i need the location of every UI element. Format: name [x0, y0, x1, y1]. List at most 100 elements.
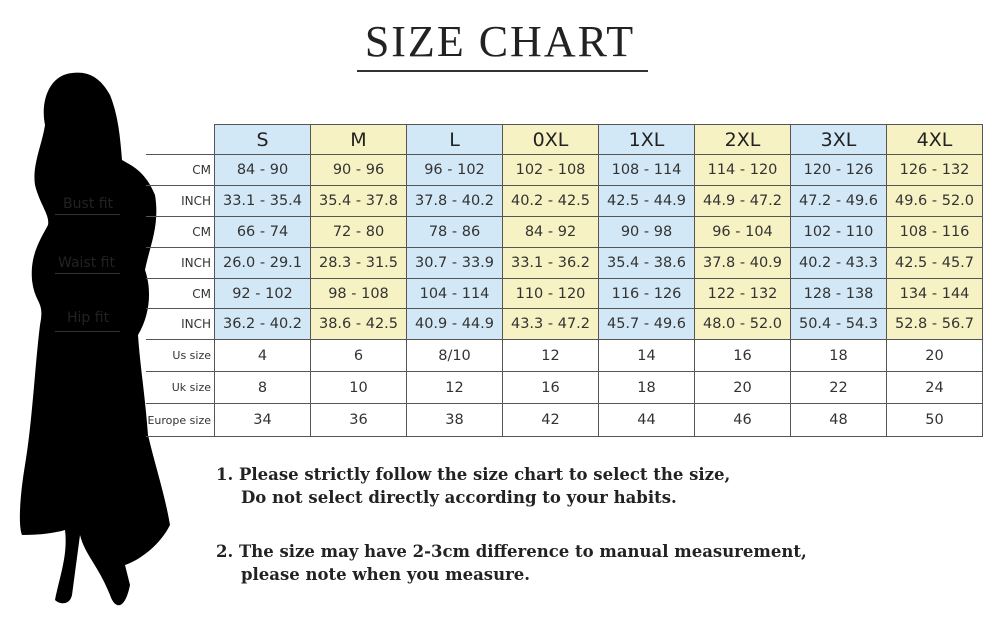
- table-cell: 66 - 74: [214, 216, 311, 248]
- table-cell: 30.7 - 33.9: [406, 247, 503, 279]
- size-header: S: [214, 124, 311, 155]
- table-cell: 104 - 114: [406, 278, 503, 309]
- woman-silhouette-icon: [19, 72, 171, 606]
- size-header: L: [406, 124, 503, 155]
- table-cell: 108 - 114: [598, 154, 695, 186]
- table-cell: 49.6 - 52.0: [886, 185, 983, 217]
- table-cell: 26.0 - 29.1: [214, 247, 311, 279]
- note-1: 1. Please strictly follow the size chart…: [216, 463, 730, 509]
- table-cell: 46: [694, 403, 791, 437]
- table-row: INCH 33.1 - 35.4 35.4 - 37.8 37.8 - 40.2 40.…: [146, 185, 983, 217]
- table-cell: 47.2 - 49.6: [790, 185, 887, 217]
- size-header: 2XL: [694, 124, 791, 155]
- table-cell: 14: [598, 339, 695, 372]
- size-table: S M L 0XL 1XL 2XL 3XL 4XL CM 84 - 90 90 - 96 96 - 1…: [146, 124, 983, 437]
- table-cell: 20: [886, 339, 983, 372]
- table-cell: 126 - 132: [886, 154, 983, 186]
- table-cell: 18: [790, 339, 887, 372]
- table-cell: 43.3 - 47.2: [502, 308, 599, 340]
- note-2: 2. The size may have 2-3cm difference to…: [216, 540, 807, 586]
- title-underline: [357, 70, 648, 72]
- table-row: INCH 36.2 - 40.2 38.6 - 42.5 40.9 - 44.9 43.…: [146, 308, 983, 340]
- note-1-line-1: 1. Please strictly follow the size chart…: [216, 465, 731, 484]
- table-row: CM 92 - 102 98 - 108 104 - 114 110 - 120 116 …: [146, 278, 983, 309]
- table-cell: 50.4 - 54.3: [790, 308, 887, 340]
- table-cell: 36: [310, 403, 407, 437]
- table-cell: 116 - 126: [598, 278, 695, 309]
- waist-fit-label: Waist fit: [58, 255, 115, 271]
- table-cell: 35.4 - 37.8: [310, 185, 407, 217]
- table-cell: 8/10: [406, 339, 503, 372]
- table-cell: 110 - 120: [502, 278, 599, 309]
- size-header: M: [310, 124, 407, 155]
- table-cell: 48.0 - 52.0: [694, 308, 791, 340]
- table-cell: 96 - 102: [406, 154, 503, 186]
- table-cell: 18: [598, 371, 695, 404]
- table-row: INCH 26.0 - 29.1 28.3 - 31.5 30.7 - 33.9 33.…: [146, 247, 983, 279]
- table-cell: 102 - 108: [502, 154, 599, 186]
- size-header: 4XL: [886, 124, 983, 155]
- table-cell: 12: [406, 371, 503, 404]
- table-cell: 33.1 - 35.4: [214, 185, 311, 217]
- table-cell: 128 - 138: [790, 278, 887, 309]
- bust-fit-label: Bust fit: [63, 196, 114, 212]
- row-label: Europe size: [146, 403, 215, 437]
- table-cell: 42: [502, 403, 599, 437]
- row-label: CM: [146, 278, 215, 309]
- table-cell: 40.2 - 43.3: [790, 247, 887, 279]
- bust-fit-line: [55, 214, 120, 215]
- table-cell: 84 - 90: [214, 154, 311, 186]
- table-cell: 40.2 - 42.5: [502, 185, 599, 217]
- waist-fit-line: [55, 273, 120, 274]
- table-cell: 48: [790, 403, 887, 437]
- table-cell: 98 - 108: [310, 278, 407, 309]
- size-header: 3XL: [790, 124, 887, 155]
- table-cell: 44: [598, 403, 695, 437]
- table-cell: 90 - 96: [310, 154, 407, 186]
- table-cell: 102 - 110: [790, 216, 887, 248]
- table-cell: 45.7 - 49.6: [598, 308, 695, 340]
- table-cell: 4: [214, 339, 311, 372]
- row-label: INCH: [146, 185, 215, 217]
- table-row: Us size 4 6 8/10 12 14 16 18 20: [146, 339, 983, 372]
- note-1-line-2: Do not select directly according to your…: [241, 488, 677, 507]
- table-row: CM 66 - 74 72 - 80 78 - 86 84 - 92 90 - 98 96 …: [146, 216, 983, 248]
- table-cell: 12: [502, 339, 599, 372]
- table-cell: 42.5 - 45.7: [886, 247, 983, 279]
- table-cell: 108 - 116: [886, 216, 983, 248]
- table-cell: 42.5 - 44.9: [598, 185, 695, 217]
- size-header: 0XL: [502, 124, 599, 155]
- row-label: INCH: [146, 247, 215, 279]
- table-cell: 40.9 - 44.9: [406, 308, 503, 340]
- table-cell: 37.8 - 40.9: [694, 247, 791, 279]
- table-cell: 92 - 102: [214, 278, 311, 309]
- row-label: Us size: [146, 339, 215, 372]
- table-cell: 6: [310, 339, 407, 372]
- table-cell: 20: [694, 371, 791, 404]
- hip-fit-line: [55, 331, 120, 332]
- table-cell: 90 - 98: [598, 216, 695, 248]
- table-cell: 72 - 80: [310, 216, 407, 248]
- row-label: INCH: [146, 308, 215, 340]
- table-cell: 96 - 104: [694, 216, 791, 248]
- row-label: CM: [146, 154, 215, 186]
- table-cell: 38.6 - 42.5: [310, 308, 407, 340]
- table-cell: 24: [886, 371, 983, 404]
- table-cell: 78 - 86: [406, 216, 503, 248]
- row-label: Uk size: [146, 371, 215, 404]
- table-cell: 8: [214, 371, 311, 404]
- table-cell: 34: [214, 403, 311, 437]
- table-cell: 50: [886, 403, 983, 437]
- note-2-line-2: please note when you measure.: [241, 565, 531, 584]
- table-cell: 10: [310, 371, 407, 404]
- table-cell: 22: [790, 371, 887, 404]
- corner-cell: [146, 124, 215, 155]
- page-title: SIZE CHART: [364, 17, 636, 66]
- table-cell: 33.1 - 36.2: [502, 247, 599, 279]
- table-cell: 37.8 - 40.2: [406, 185, 503, 217]
- table-cell: 16: [694, 339, 791, 372]
- table-cell: 120 - 126: [790, 154, 887, 186]
- table-cell: 35.4 - 38.6: [598, 247, 695, 279]
- table-row: Uk size 8 10 12 16 18 20 22 24: [146, 371, 983, 404]
